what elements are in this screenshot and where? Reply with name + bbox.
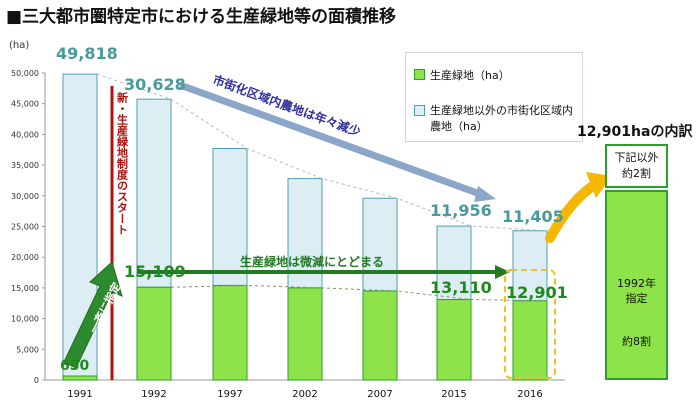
y-tick-label: 20,000: [11, 253, 39, 262]
bulk-designation-arrow: [63, 261, 123, 369]
bar-green-2015: [436, 299, 472, 381]
breakdown-title: 12,901haの内訳: [577, 124, 693, 140]
legend-swatch-green: [414, 69, 425, 80]
data-label-total-1991: 49,818: [56, 44, 118, 63]
bar-blue-1992: [136, 98, 172, 288]
data-label-green-2015: 13,110: [430, 278, 492, 297]
breakdown-1992-designated: 指定: [625, 292, 648, 305]
breakdown-1992-share: 約8割: [622, 335, 651, 348]
breakdown-other-label: 下記以外: [614, 151, 659, 164]
new-system-annotation: 新・生産緑地制度のスタート: [116, 91, 129, 235]
bar-blue-2016: [512, 230, 548, 302]
y-tick-label: 50,000: [11, 69, 39, 78]
trend-line-total: [96, 73, 548, 232]
bar-green-1997: [212, 284, 248, 381]
breakdown-other-share: 約2割: [622, 167, 651, 180]
bar-green-2002: [287, 287, 323, 381]
legend-item-blue: 生産緑地以外の市街化区域内農地（ha）: [414, 103, 574, 135]
data-label-blue-2015: 11,956: [430, 201, 492, 220]
breakdown-1992-label: 1992年 指定: [607, 276, 666, 306]
y-tick-label: 15,000: [11, 284, 39, 293]
chart-title: ■三大都市圏特定市における生産緑地等の面積推移: [6, 7, 397, 27]
x-tick-label-2016: 2016: [517, 389, 542, 400]
breakdown-other-box: 下記以外 約2割: [605, 144, 668, 188]
y-tick-label: 5,000: [16, 345, 39, 354]
legend-item-green: 生産緑地（ha）: [414, 67, 510, 83]
data-label-green-1991: 650: [60, 358, 89, 374]
breakdown-1992-year: 1992年: [617, 277, 656, 290]
y-tick-label: 25,000: [11, 223, 39, 232]
y-tick-label: 30,000: [11, 192, 39, 201]
green-trend-arrow-head: [495, 265, 510, 279]
y-tick-label: 40,000: [11, 130, 39, 139]
y-tick-label: 35,000: [11, 161, 39, 170]
bar-blue-2015: [436, 225, 472, 301]
y-unit-label: (ha): [9, 40, 29, 51]
data-label-blue-2016: 11,405: [502, 207, 564, 226]
data-label-blue-1992: 30,628: [124, 75, 186, 94]
legend-swatch-blue: [414, 105, 425, 116]
x-tick-label-2015: 2015: [441, 389, 466, 400]
x-tick-label-2007: 2007: [367, 389, 392, 400]
x-tick-label-1991: 1991: [67, 389, 92, 400]
data-label-green-1992: 15,109: [124, 262, 186, 281]
legend: 生産緑地（ha） 生産緑地以外の市街化区域内農地（ha）: [405, 52, 583, 142]
green-trend-annotation: 生産緑地は微減にとどまる: [240, 254, 384, 269]
x-tick-label-2002: 2002: [292, 389, 317, 400]
decline-arrow-head: [474, 186, 496, 202]
x-tick-label-1992: 1992: [141, 389, 166, 400]
data-label-green-2016: 12,901: [506, 283, 568, 302]
callout-arrow-shaft: [545, 179, 601, 243]
decline-arrow-shaft: [178, 81, 482, 198]
trend-line-green: [170, 284, 548, 302]
y-tick-label: 0: [34, 376, 39, 385]
highlight-2016-box: [504, 269, 556, 379]
x-tick-label-1997: 1997: [217, 389, 242, 400]
y-tick-label: 45,000: [11, 100, 39, 109]
legend-label-blue: 生産緑地以外の市街化区域内農地（ha）: [430, 104, 573, 133]
bar-green-1991: [62, 375, 98, 381]
breakdown-1992-box: 1992年 指定 約8割: [605, 190, 668, 380]
legend-label-green: 生産緑地（ha）: [430, 69, 510, 82]
y-tick-label: 10,000: [11, 315, 39, 324]
bar-green-1992: [136, 286, 172, 381]
bar-blue-2007: [362, 197, 398, 292]
bar-green-2007: [362, 290, 398, 381]
bar-green-2016: [512, 300, 548, 381]
